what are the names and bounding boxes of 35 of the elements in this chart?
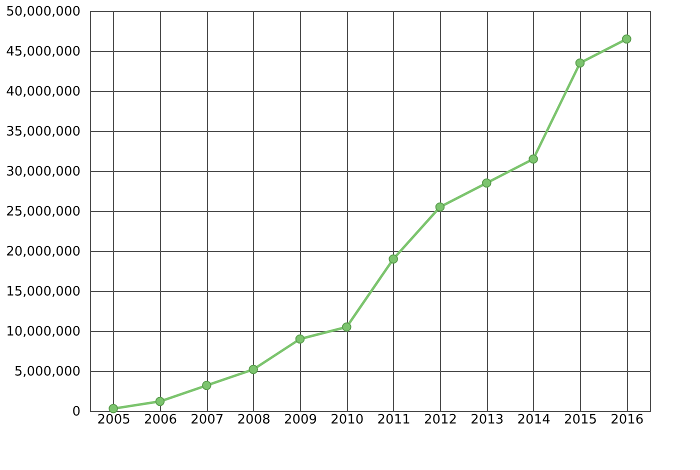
point xyxy=(108,404,118,414)
y-tick-label: 0 xyxy=(72,404,80,420)
y-tick-label: 50,000,000 xyxy=(6,4,80,20)
point xyxy=(155,396,165,406)
point xyxy=(295,334,305,344)
x-tick-label: 2007 xyxy=(190,412,224,428)
y-tick-label: 25,000,000 xyxy=(6,204,80,220)
point xyxy=(388,254,398,264)
point xyxy=(528,154,538,164)
y-tick-label: 20,000,000 xyxy=(6,244,80,260)
x-tick-label: 2010 xyxy=(330,412,364,428)
x-tick-label: 2006 xyxy=(144,412,178,428)
y-tick-label: 40,000,000 xyxy=(6,84,80,100)
x-tick-label: 2012 xyxy=(424,412,458,428)
x-tick-label: 2013 xyxy=(470,412,504,428)
x-tick-label: 2011 xyxy=(377,412,410,428)
x-tick-label: 2015 xyxy=(564,412,598,428)
y-tick-label: 30,000,000 xyxy=(6,164,80,180)
point xyxy=(202,380,212,390)
point xyxy=(482,178,492,188)
x-tick-label: 2008 xyxy=(237,412,270,428)
point xyxy=(435,202,445,212)
x-tick-label: 2016 xyxy=(610,412,644,428)
y-tick-label: 15,000,000 xyxy=(6,284,80,300)
y-tick-label: 35,000,000 xyxy=(6,124,80,140)
y-tick-label: 5,000,000 xyxy=(14,364,80,380)
x-tick-label: 2009 xyxy=(284,412,318,428)
x-tick-label: 2014 xyxy=(517,412,550,428)
point xyxy=(248,364,258,374)
point xyxy=(622,34,632,44)
y-tick-label: 10,000,000 xyxy=(6,324,80,340)
y-tick-label: 45,000,000 xyxy=(6,44,80,60)
point xyxy=(575,58,585,68)
x-tick-label: 2005 xyxy=(97,412,130,428)
point xyxy=(342,322,352,332)
